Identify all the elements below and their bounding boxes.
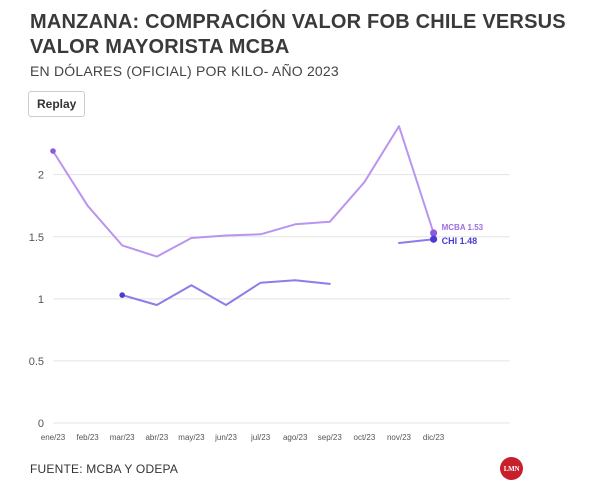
y-tick-label: 1.5 bbox=[29, 232, 44, 244]
y-tick-label: 2 bbox=[38, 170, 44, 182]
series-point-chi-start bbox=[119, 292, 125, 298]
series-end-labels: MCBA 1.53 CHI 1.48 bbox=[442, 223, 484, 246]
y-axis: 0 0.5 1 1.5 2 bbox=[29, 170, 44, 430]
x-tick-label: may/23 bbox=[178, 433, 205, 442]
x-tick-label: nov/23 bbox=[387, 433, 412, 442]
series-end-label-chi: CHI 1.48 bbox=[442, 236, 478, 246]
replay-button[interactable]: Replay bbox=[28, 91, 86, 117]
x-tick-label: jun/23 bbox=[214, 433, 237, 442]
chart-subtitle: EN DÓLARES (OFICIAL) POR KILO- AÑO 2023 bbox=[30, 63, 339, 79]
x-tick-label: dic/23 bbox=[423, 433, 445, 442]
series-line-chi bbox=[121, 279, 331, 306]
x-tick-label: feb/23 bbox=[76, 433, 99, 442]
series-line-chi bbox=[398, 238, 435, 244]
source-note: FUENTE: MCBA Y ODEPA bbox=[30, 462, 179, 476]
series-point-mcba-start bbox=[50, 148, 56, 154]
y-tick-label: 1 bbox=[38, 294, 44, 306]
x-tick-label: oct/23 bbox=[354, 433, 376, 442]
x-axis: ene/23 feb/23 mar/23 abr/23 may/23 jun/23 jul/… bbox=[41, 433, 445, 442]
x-tick-label: sep/23 bbox=[318, 433, 343, 442]
series-points bbox=[50, 148, 438, 298]
chart-title: MANZANA: COMPRACIÓN VALOR FOB CHILE VERS… bbox=[30, 11, 566, 58]
gridlines bbox=[53, 174, 510, 424]
series-end-label-mcba: MCBA 1.53 bbox=[442, 223, 484, 232]
x-tick-label: abr/23 bbox=[145, 433, 168, 442]
x-tick-label: ene/23 bbox=[41, 433, 66, 442]
series-point-chi-end bbox=[430, 235, 438, 243]
series-lines bbox=[52, 125, 435, 306]
y-tick-label: 0.5 bbox=[29, 356, 44, 368]
y-tick-label: 0 bbox=[38, 418, 44, 430]
series-line-mcba bbox=[52, 125, 435, 258]
series-point-mcba-end bbox=[430, 229, 438, 237]
x-tick-label: jul/23 bbox=[250, 433, 271, 442]
publisher-logo: LMN bbox=[500, 457, 523, 480]
x-tick-label: ago/23 bbox=[283, 433, 308, 442]
x-tick-label: mar/23 bbox=[110, 433, 135, 442]
